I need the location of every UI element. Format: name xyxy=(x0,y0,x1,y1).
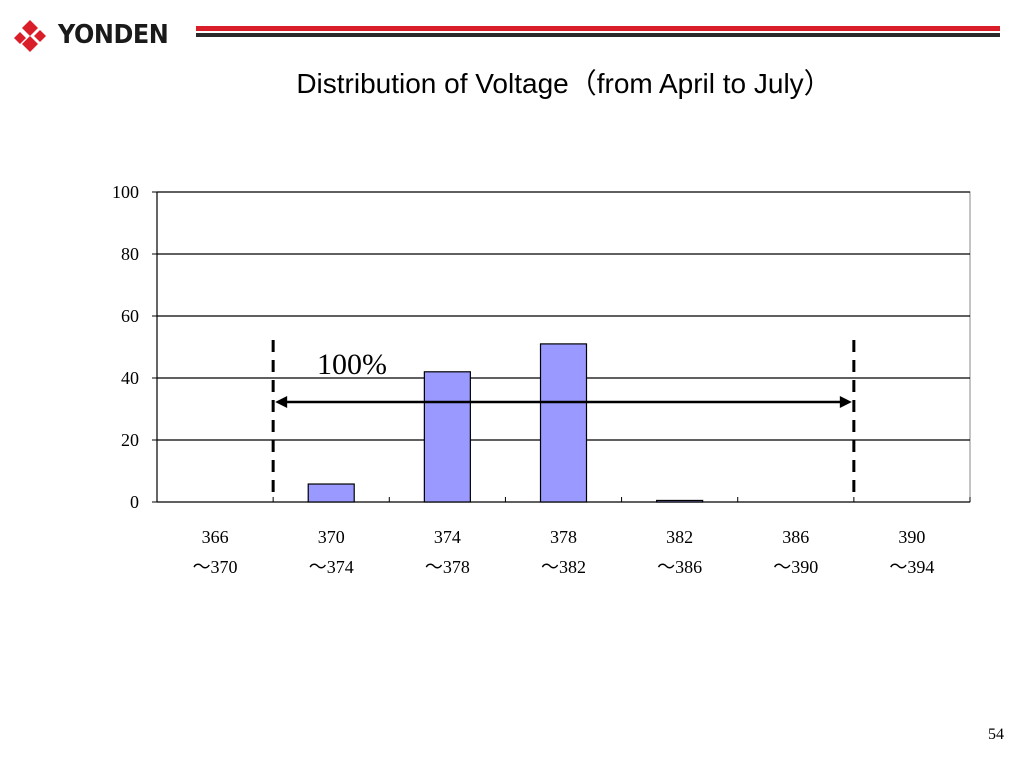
header-divider xyxy=(196,26,1000,38)
header-divider-dark xyxy=(196,33,1000,37)
x-label-6-line1: 390 xyxy=(898,527,925,547)
range-percent-label: 100% xyxy=(317,348,387,381)
bar-4 xyxy=(656,499,704,503)
range-arrow-head-left xyxy=(275,396,288,408)
logo-diamond-1 xyxy=(14,32,26,44)
y-tick-label-20: 20 xyxy=(121,430,139,450)
y-tick-label-100: 100 xyxy=(112,182,139,202)
x-label-4-line2: ～386 xyxy=(657,557,702,577)
range-arrow-head-right xyxy=(839,396,852,408)
slide-title-text: Distribution of Voltage（from April to Ju… xyxy=(296,68,832,99)
brand-name: YONDEN xyxy=(58,20,169,50)
logo-diamond-2 xyxy=(22,36,38,52)
y-tick-label-60: 60 xyxy=(121,306,139,326)
x-label-0-line1: 366 xyxy=(202,527,229,547)
slide-title: Distribution of Voltage（from April to Ju… xyxy=(0,62,1024,102)
page-number: 54 xyxy=(988,726,1004,743)
x-label-3-line2: ～382 xyxy=(541,557,586,577)
x-label-2-line2: ～378 xyxy=(425,557,470,577)
logo-diamond-3 xyxy=(34,30,46,42)
x-label-1-line2: ～374 xyxy=(309,557,354,577)
x-label-4-line1: 382 xyxy=(666,527,693,547)
x-label-5-line2: ～390 xyxy=(773,557,818,577)
y-tick-label-80: 80 xyxy=(121,244,139,264)
x-label-5-line1: 386 xyxy=(782,527,809,547)
yonden-logo-mark xyxy=(14,20,46,52)
bar-2 xyxy=(423,371,471,503)
x-label-3-line1: 378 xyxy=(550,527,577,547)
x-label-0-line2: ～370 xyxy=(193,557,238,577)
bar-1 xyxy=(307,483,355,503)
x-label-6-line2: ～394 xyxy=(889,557,934,577)
yonden-logo: YONDEN xyxy=(14,18,194,52)
x-label-1-line1: 370 xyxy=(318,527,345,547)
y-tick-label-40: 40 xyxy=(121,368,139,388)
y-tick-label-0: 0 xyxy=(130,492,139,512)
bar-3 xyxy=(539,343,588,503)
header-divider-red xyxy=(196,26,1000,31)
logo-diamond-0 xyxy=(22,20,38,36)
x-label-2-line1: 374 xyxy=(434,527,461,547)
